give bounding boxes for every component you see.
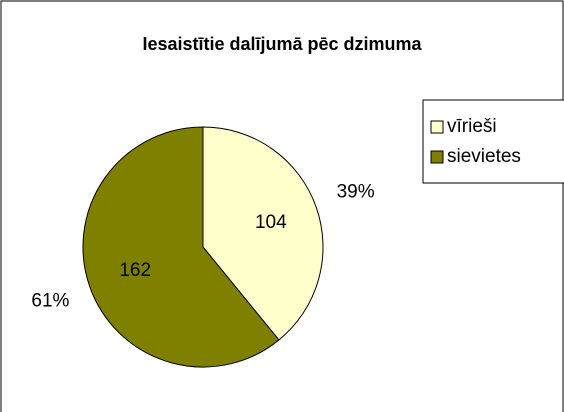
legend-swatch <box>430 120 444 134</box>
pie-slice <box>82 126 280 368</box>
legend-swatch <box>430 150 444 164</box>
percent-label: 61% <box>31 290 69 311</box>
legend-label: vīrieši <box>447 116 497 137</box>
chart-title: Iesaistītie dalījumā pēc dzimuma <box>142 34 422 54</box>
legend-box <box>422 99 564 184</box>
legend-label: sievietes <box>447 146 521 167</box>
percent-label: 39% <box>337 182 375 203</box>
value-label: 162 <box>119 260 151 281</box>
pie-slice <box>202 126 324 341</box>
value-label: 104 <box>255 212 287 233</box>
